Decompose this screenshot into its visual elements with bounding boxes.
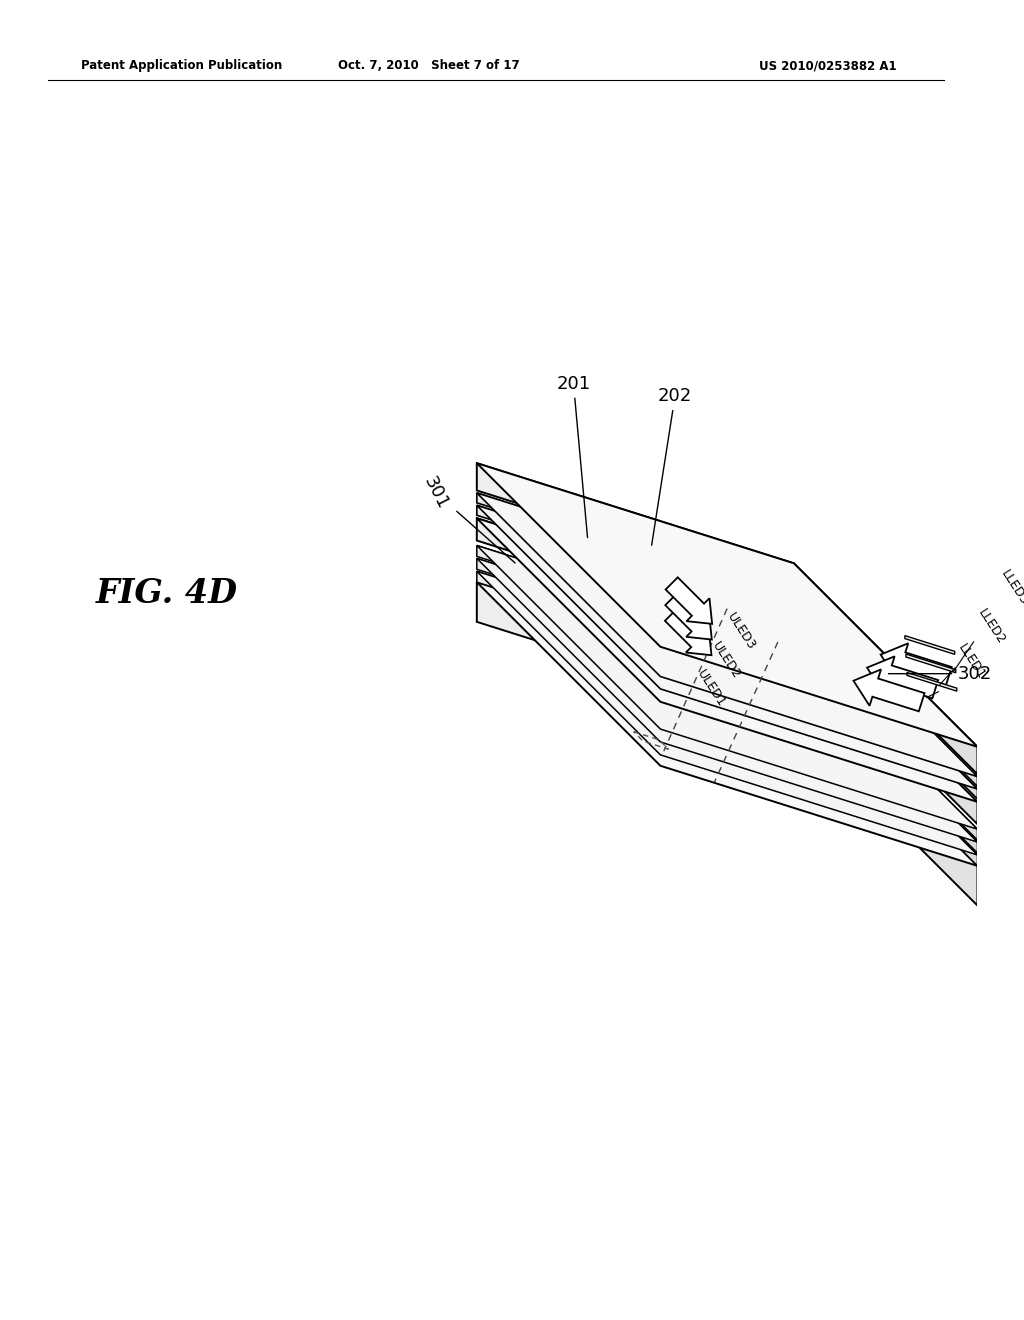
Polygon shape: [477, 572, 978, 855]
Text: LLED1: LLED1: [955, 642, 987, 681]
Polygon shape: [477, 492, 794, 603]
Polygon shape: [794, 659, 978, 853]
Polygon shape: [905, 636, 954, 655]
Text: 202: 202: [651, 387, 692, 545]
Polygon shape: [666, 593, 712, 639]
Text: US 2010/0253882 A1: US 2010/0253882 A1: [759, 59, 896, 73]
Text: Oct. 7, 2010   Sheet 7 of 17: Oct. 7, 2010 Sheet 7 of 17: [338, 59, 520, 73]
Polygon shape: [794, 645, 978, 840]
Polygon shape: [666, 577, 712, 624]
Text: LLED3: LLED3: [998, 568, 1024, 607]
Polygon shape: [794, 618, 978, 824]
Polygon shape: [853, 669, 925, 711]
Polygon shape: [794, 672, 978, 866]
Text: 302: 302: [889, 665, 991, 682]
Polygon shape: [477, 506, 978, 789]
Polygon shape: [477, 558, 978, 842]
Polygon shape: [906, 653, 955, 673]
Text: 301: 301: [421, 474, 515, 562]
Polygon shape: [477, 492, 978, 776]
Polygon shape: [477, 519, 978, 803]
Text: ULED2: ULED2: [710, 639, 743, 681]
Polygon shape: [477, 463, 794, 590]
Text: ULED1: ULED1: [695, 667, 728, 709]
Polygon shape: [867, 656, 938, 698]
Polygon shape: [477, 519, 794, 640]
Polygon shape: [794, 606, 978, 799]
Text: FIG. 4D: FIG. 4D: [95, 577, 238, 610]
Text: Patent Application Publication: Patent Application Publication: [81, 59, 283, 73]
Polygon shape: [794, 564, 978, 774]
Polygon shape: [477, 506, 794, 615]
Polygon shape: [665, 609, 712, 655]
Text: ULED3: ULED3: [724, 610, 758, 652]
Polygon shape: [477, 582, 794, 722]
Polygon shape: [794, 682, 978, 906]
Polygon shape: [477, 463, 978, 747]
Polygon shape: [477, 572, 794, 682]
Polygon shape: [477, 545, 794, 656]
Text: LLED2: LLED2: [975, 606, 1008, 647]
Polygon shape: [881, 643, 951, 685]
Polygon shape: [477, 558, 794, 669]
Polygon shape: [477, 582, 978, 866]
Text: 201: 201: [556, 375, 591, 537]
Polygon shape: [907, 672, 956, 692]
Polygon shape: [794, 593, 978, 787]
Polygon shape: [477, 545, 978, 829]
